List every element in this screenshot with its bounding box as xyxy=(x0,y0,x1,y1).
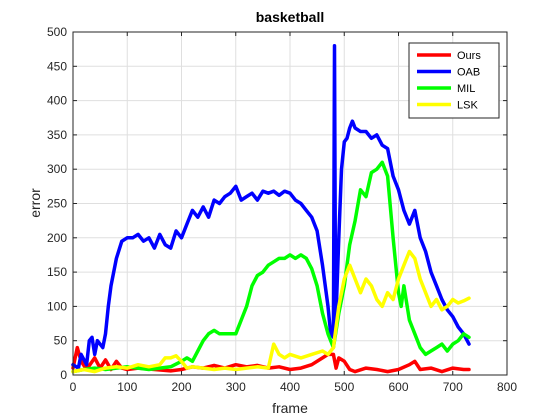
series-line-mil xyxy=(71,160,471,374)
x-tick-label: 0 xyxy=(70,380,77,394)
y-tick-label: 400 xyxy=(47,94,67,108)
y-axis-label: error xyxy=(27,188,43,218)
legend-label-lsk: LSK xyxy=(457,100,478,112)
y-tick-label: 500 xyxy=(47,25,67,39)
x-axis-label: frame xyxy=(272,400,308,416)
legend-label-mil: MIL xyxy=(457,83,475,95)
x-tick-label: 500 xyxy=(334,380,354,394)
y-tick-label: 100 xyxy=(47,299,67,313)
x-tick-label: 200 xyxy=(171,380,191,394)
series-line-lsk xyxy=(71,249,471,374)
series-layer xyxy=(71,43,471,374)
ticks: 0 100 200 300 400 500 600 700 800 0 50 100 150 200 250… xyxy=(47,25,517,394)
y-tick-label: 0 xyxy=(60,368,67,382)
y-tick-label: 450 xyxy=(47,59,67,73)
y-tick-label: 250 xyxy=(47,197,67,211)
legend-label-ours: Ours xyxy=(457,50,481,62)
x-tick-label: 300 xyxy=(226,380,246,394)
y-tick-label: 50 xyxy=(54,334,68,348)
series-line-oab xyxy=(71,43,471,370)
y-tick-label: 300 xyxy=(47,162,67,176)
x-tick-label: 700 xyxy=(443,380,463,394)
legend: Ours OAB MIL LSK xyxy=(408,42,500,119)
y-tick-label: 200 xyxy=(47,231,67,245)
x-tick-label: 400 xyxy=(280,380,300,394)
y-tick-label: 350 xyxy=(47,128,67,142)
series-line-ours xyxy=(71,345,471,374)
y-tick-label: 150 xyxy=(47,265,67,279)
x-tick-label: 800 xyxy=(497,380,517,394)
x-tick-label: 600 xyxy=(388,380,408,394)
x-tick-label: 100 xyxy=(117,380,137,394)
legend-label-oab: OAB xyxy=(457,67,480,79)
chart-title: basketball xyxy=(256,9,324,25)
